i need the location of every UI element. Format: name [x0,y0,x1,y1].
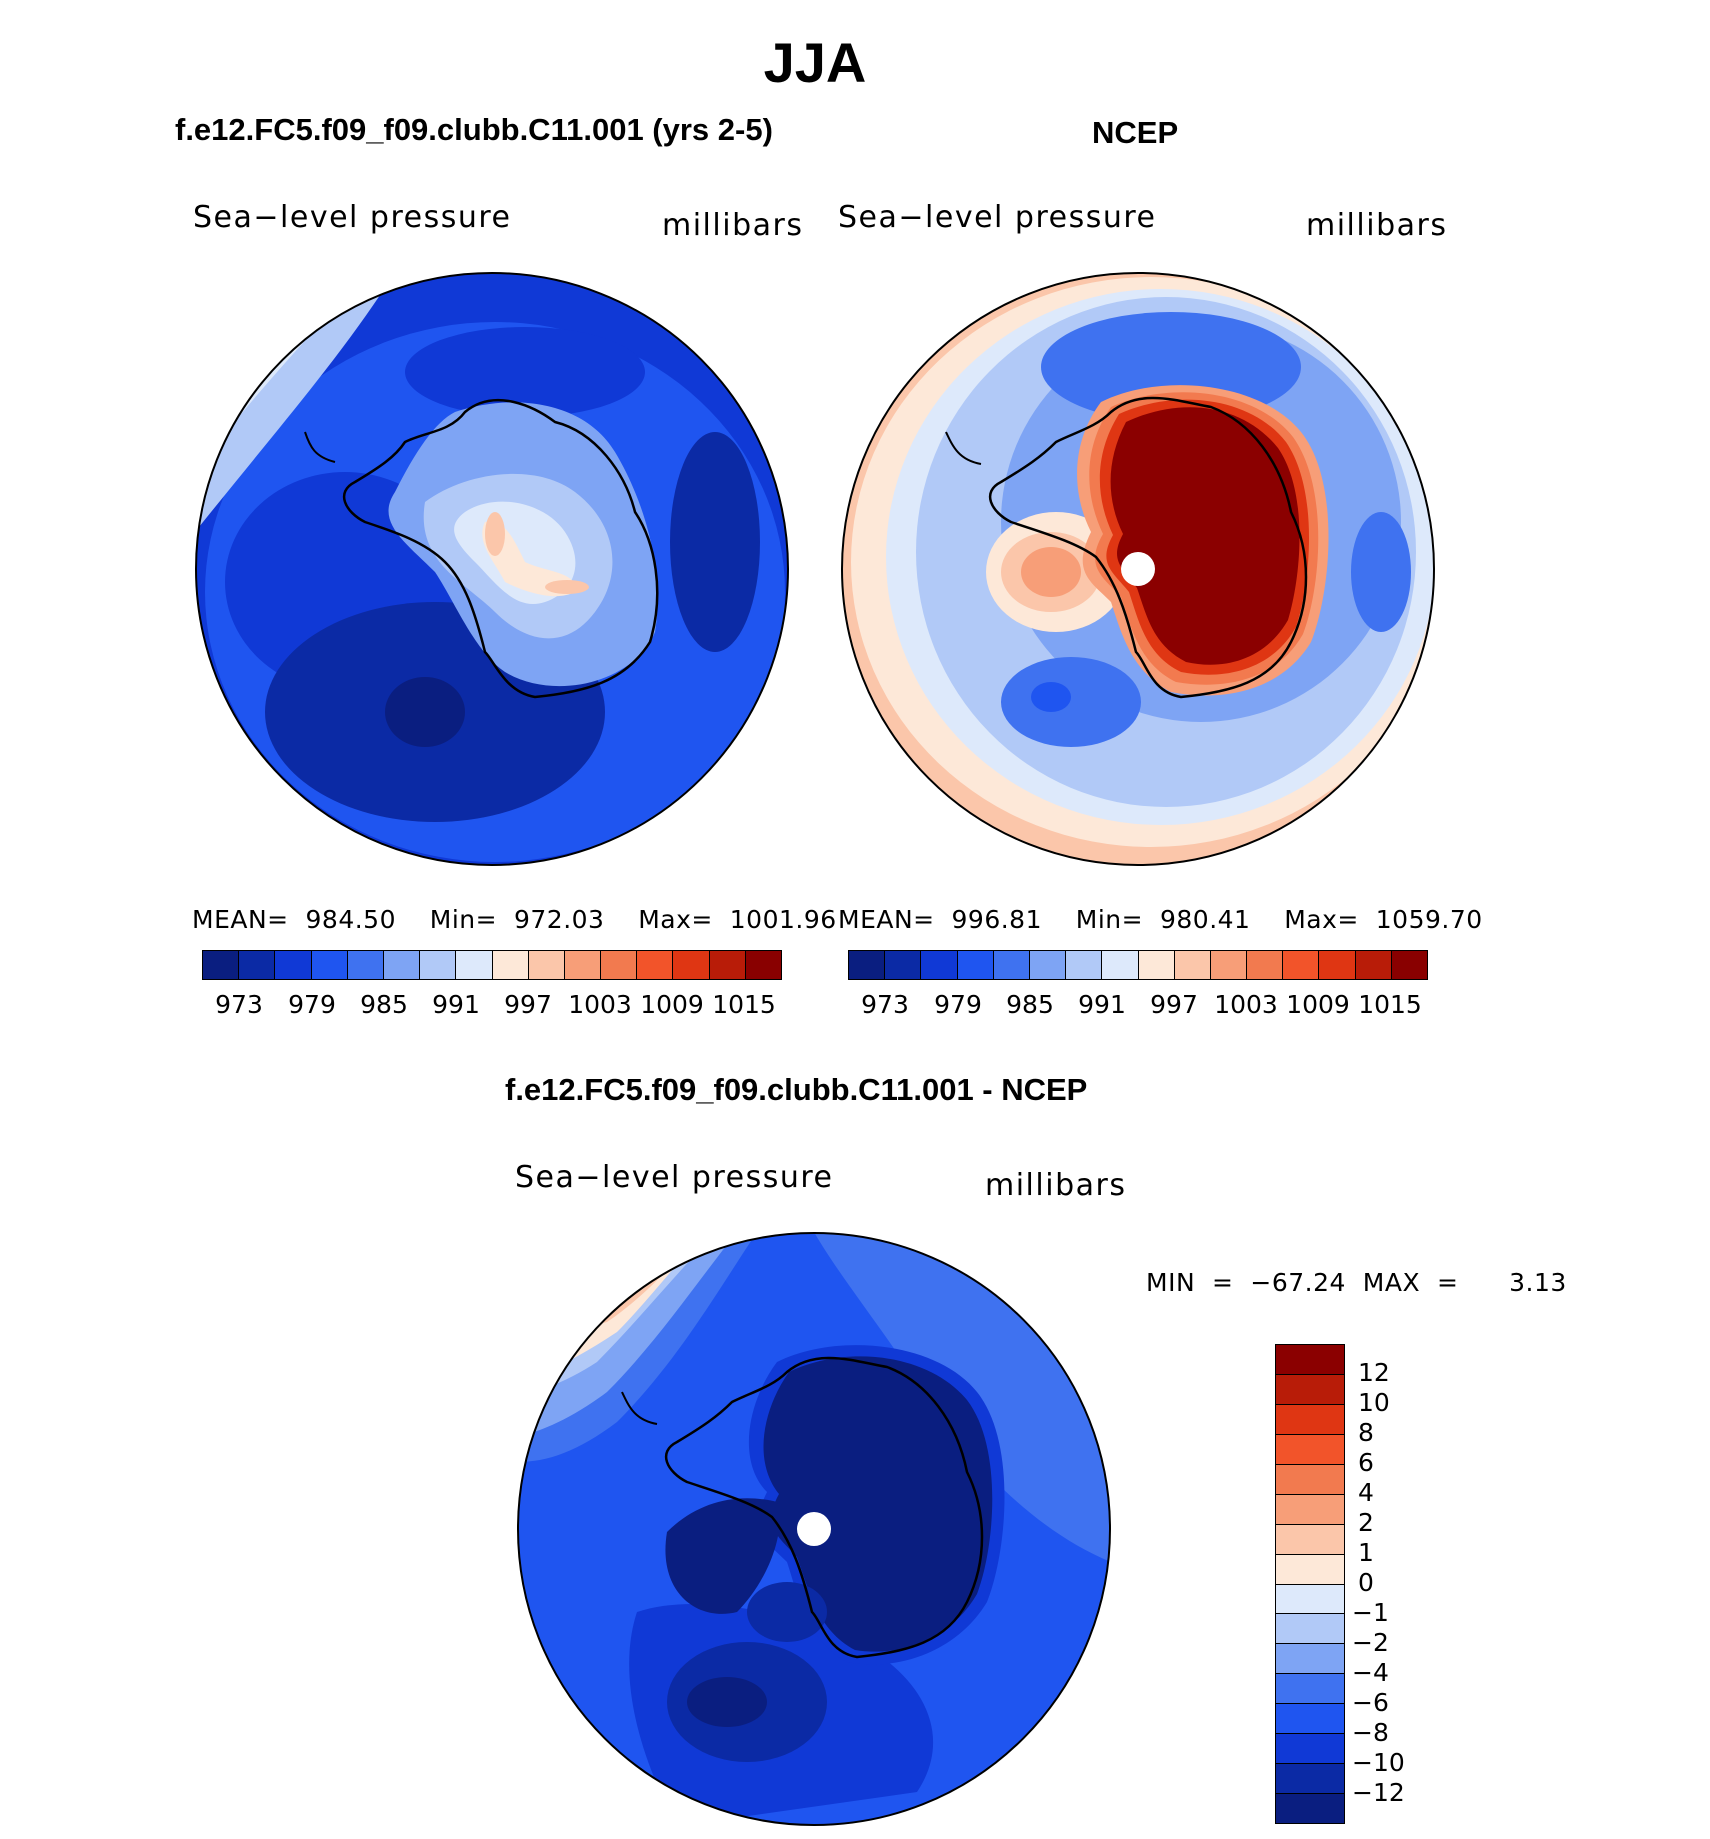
colorbar-swatch [1276,1554,1344,1585]
diff-panel-title: f.e12.FC5.f09_f09.clubb.C11.001 - NCEP [505,1072,1088,1107]
colorbar-swatch [1174,951,1211,979]
colorbar-swatch [921,951,958,979]
colorbar-swatch [1391,951,1427,979]
right-colorbar-tick: 991 [1078,990,1126,1019]
colorbar-swatch [1276,1404,1344,1435]
left-colorbar-tick: 1009 [640,990,704,1019]
right-colorbar-tick: 1003 [1214,990,1278,1019]
colorbar-swatch [709,951,746,979]
left-colorbar-tick: 973 [215,990,263,1019]
colorbar-swatch [957,951,994,979]
colorbar-swatch [637,951,674,979]
colorbar-swatch [420,951,457,979]
colorbar-swatch [993,951,1030,979]
diff-colorbar-tick: −6 [1352,1688,1389,1717]
left-units-label: millibars [662,208,804,243]
colorbar-swatch [1276,1434,1344,1465]
right-colorbar-tick: 1015 [1358,990,1422,1019]
colorbar-swatch [564,951,602,979]
right-variable-label: Sea−level pressure [838,200,1157,235]
colorbar-swatch [1276,1584,1344,1615]
colorbar-swatch [1276,1494,1344,1525]
colorbar-swatch [745,951,781,979]
diff-stats: MIN = −67.24 MAX = 3.13 [1146,1268,1567,1297]
right-colorbar-tick: 1009 [1286,990,1350,1019]
right-units-label: millibars [1306,208,1448,243]
diff-colorbar-tick: 2 [1358,1508,1374,1537]
colorbar-swatch [1276,1374,1344,1405]
colorbar-swatch [239,951,276,979]
left-colorbar-tick: 985 [360,990,408,1019]
colorbar-swatch [456,951,493,979]
right-colorbar-tick: 985 [1006,990,1054,1019]
right-panel-title: NCEP [1092,115,1179,150]
diff-variable-label: Sea−level pressure [515,1160,834,1195]
diff-colorbar-tick: −8 [1352,1718,1389,1747]
colorbar-swatch [1138,951,1175,979]
diff-units-label: millibars [985,1168,1127,1203]
colorbar-swatch [601,951,638,979]
colorbar-swatch [528,951,565,979]
colorbar-swatch [1276,1644,1344,1675]
diff-colorbar-tick: −12 [1352,1778,1405,1807]
colorbar-swatch [1247,951,1284,979]
left-stats: MEAN= 984.50 Min= 972.03 Max= 1001.96 [192,905,837,934]
colorbar-swatch [203,951,240,979]
diff-colorbar-tick: 8 [1358,1418,1374,1447]
colorbar-swatch [1276,1794,1344,1823]
left-colorbar-tick: 991 [432,990,480,1019]
right-colorbar-tick: 997 [1150,990,1198,1019]
colorbar-swatch [1102,951,1139,979]
diff-colorbar-tick: 1 [1358,1538,1374,1567]
right-polar-map [841,272,1435,866]
colorbar-swatch [1276,1464,1344,1495]
diff-colorbar-tick: −4 [1352,1658,1389,1687]
colorbar-swatch [492,951,529,979]
page-title: JJA [763,31,867,94]
colorbar-swatch [1276,1614,1344,1645]
colorbar-swatch [1276,1674,1344,1705]
colorbar-swatch [1210,951,1248,979]
diff-colorbar-tick: −2 [1352,1628,1389,1657]
colorbar-swatch [383,951,421,979]
right-colorbar [848,950,1428,980]
left-colorbar-tick: 1003 [568,990,632,1019]
diff-colorbar-tick: 12 [1358,1358,1390,1387]
diff-colorbar-tick: 6 [1358,1448,1374,1477]
diff-colorbar [1275,1344,1345,1824]
colorbar-swatch [1276,1704,1344,1735]
diff-colorbar-tick: 4 [1358,1478,1374,1507]
left-colorbar-tick: 979 [288,990,336,1019]
left-colorbar-tick: 1015 [712,990,776,1019]
right-colorbar-tick: 973 [861,990,909,1019]
right-stats: MEAN= 996.81 Min= 980.41 Max= 1059.70 [838,905,1483,934]
colorbar-swatch [275,951,312,979]
diff-colorbar-tick: −10 [1352,1748,1405,1777]
colorbar-swatch [849,951,886,979]
colorbar-swatch [1355,951,1392,979]
right-colorbar-tick: 979 [934,990,982,1019]
colorbar-swatch [1276,1734,1344,1765]
colorbar-swatch [1276,1345,1344,1375]
diff-colorbar-tick: 10 [1358,1388,1390,1417]
diff-colorbar-tick: −1 [1352,1598,1389,1627]
left-panel-title: f.e12.FC5.f09_f09.clubb.C11.001 (yrs 2-5… [175,112,773,147]
left-variable-label: Sea−level pressure [193,200,512,235]
colorbar-swatch [673,951,710,979]
left-colorbar-tick: 997 [504,990,552,1019]
colorbar-swatch [1276,1524,1344,1555]
colorbar-swatch [1283,951,1320,979]
left-colorbar [202,950,782,980]
colorbar-swatch [885,951,922,979]
diff-polar-map [517,1232,1111,1826]
colorbar-swatch [311,951,348,979]
colorbar-swatch [1029,951,1067,979]
left-polar-map [195,272,789,866]
colorbar-swatch [1066,951,1103,979]
colorbar-swatch [1276,1764,1344,1795]
colorbar-swatch [347,951,384,979]
colorbar-swatch [1319,951,1356,979]
diff-colorbar-tick: 0 [1358,1568,1374,1597]
